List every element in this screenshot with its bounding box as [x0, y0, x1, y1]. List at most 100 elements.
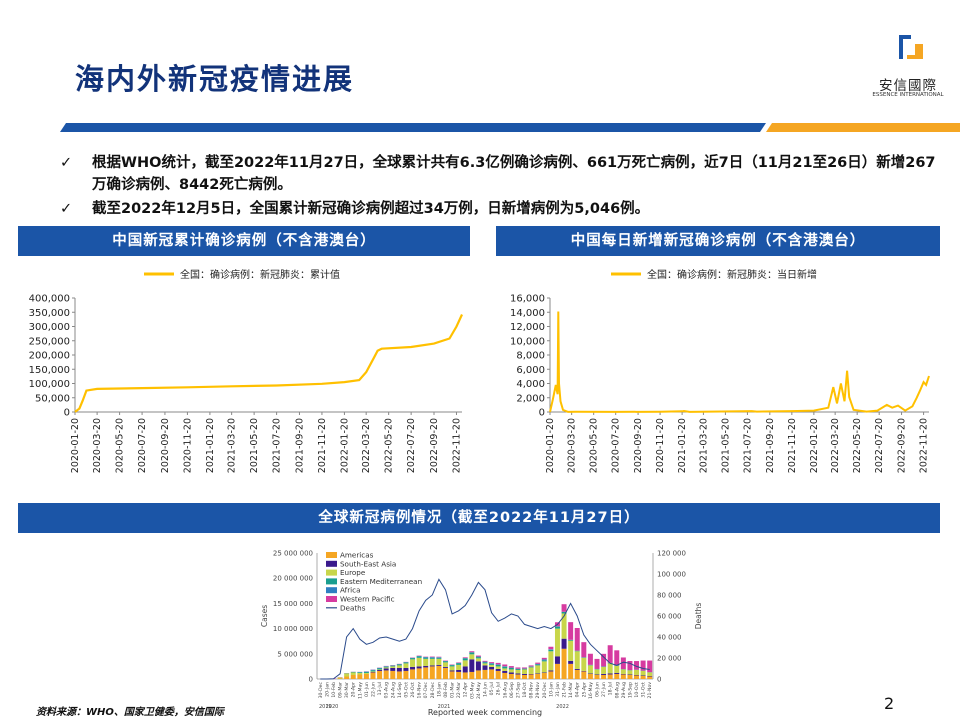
- y-tick-label: 0: [64, 408, 70, 419]
- bar-segment: [620, 673, 626, 675]
- bar-segment: [370, 669, 376, 671]
- bar-segment: [363, 671, 369, 673]
- bar-segment: [410, 669, 416, 679]
- bar-segment: [495, 662, 501, 665]
- bar-segment: [548, 649, 554, 652]
- y-tick-labels: 0 50,000 100,000 150,000 200,000 250,000 300,0…: [29, 294, 75, 419]
- y-tick-label: 300,000: [29, 322, 70, 333]
- x-tick-label: 31-Jan: [555, 682, 561, 697]
- y-tick-label: 2,000: [516, 393, 545, 404]
- legend-label: Europe: [340, 568, 366, 577]
- x-tick-label: 22-Jun: [371, 682, 377, 697]
- bar-segment: [541, 661, 547, 673]
- bar-segment: [574, 668, 580, 670]
- x-tick-label: 2022-01-20: [339, 418, 350, 473]
- brand-logo-text: 安信國際: [879, 78, 937, 94]
- y2-tick-label: 40 000: [657, 634, 682, 642]
- x-tick-label: 2021-11-20: [787, 418, 798, 473]
- bar-segment: [416, 666, 422, 669]
- bar-segment: [647, 676, 653, 679]
- bar-segment: [390, 667, 396, 671]
- x-tick-label: 14-Mar: [568, 682, 574, 698]
- summary-bullets: ✓ 根据WHO统计，截至2022年11月27日，全球累计共有6.3亿例确诊病例、…: [60, 152, 940, 220]
- x-tick-label: 2022-05-20: [384, 418, 395, 473]
- x-tick-label: 2020-01-20: [545, 418, 556, 473]
- bar-segment: [508, 672, 514, 674]
- source-note: 资料来源：WHO、国家卫健委，安信国际: [36, 707, 224, 718]
- bar-segment: [469, 659, 475, 672]
- x-tick-label: 04-Apr: [575, 682, 581, 697]
- bar-segment: [416, 657, 422, 667]
- bar-segment: [561, 611, 567, 614]
- bar-segment: [489, 666, 495, 670]
- chart-legend: 全国：确诊病例：新冠肺炎：累计值: [144, 268, 340, 281]
- bullet-text: 截至2022年12月5日，全国累计新冠确诊病例超过34万例，日新增病例为5,04…: [92, 201, 650, 217]
- bar-segment: [429, 666, 435, 679]
- legend-swatch: [326, 596, 337, 602]
- x-tick-label: 29-Aug: [621, 682, 627, 698]
- global-cases-chart: 0 5 000 000 10 000 000 15 000 000 20 000 000…: [260, 550, 703, 718]
- x-tick-label: 2021-09-20: [765, 418, 776, 473]
- bar-segment: [337, 678, 343, 679]
- bar-segment: [475, 656, 481, 658]
- x-tick-label: 03-Aug: [384, 682, 390, 698]
- y-tick-label: 6,000: [516, 365, 545, 376]
- bar-segment: [423, 667, 429, 679]
- bar-segment: [568, 639, 574, 641]
- bar-segment: [403, 662, 409, 664]
- bar-segment: [508, 669, 514, 673]
- legend-swatch: [326, 560, 337, 567]
- bar-segment: [620, 669, 626, 674]
- bar-segment: [522, 673, 528, 675]
- bar-segment: [548, 646, 554, 650]
- y-tick-label: 250,000: [29, 336, 70, 347]
- page-number: 2: [884, 694, 895, 713]
- x-tick-label: 2021-03-20: [698, 418, 709, 473]
- bar-segment: [535, 663, 541, 665]
- bar-segment: [495, 666, 501, 669]
- x-tick-label: 26-Oct: [410, 682, 416, 698]
- x-tick-label: 2020-07-20: [137, 418, 148, 473]
- y-tick-label: 0: [539, 408, 545, 419]
- bar-segment: [634, 669, 640, 675]
- y-axis-title: Cases: [260, 605, 269, 627]
- x-tick-label: 2021-01-20: [677, 418, 688, 473]
- x-tick-label: 16-Nov: [417, 682, 423, 699]
- legend-swatch: [326, 552, 337, 558]
- bar-segment: [502, 664, 508, 667]
- bar-segment: [436, 656, 442, 658]
- bar-segment: [561, 648, 567, 679]
- bar-segment: [574, 650, 580, 652]
- bar-segment: [469, 652, 475, 655]
- bar-segment: [607, 673, 613, 675]
- x-tick-label: 21-Nov: [647, 682, 653, 699]
- bar-segment: [396, 667, 402, 672]
- bar-segment: [548, 671, 554, 679]
- x-tick-label: 2022-03-20: [361, 418, 372, 473]
- x-axis-title: Reported week commencing: [428, 708, 542, 717]
- x-tick-label: 2020-03-20: [567, 418, 578, 473]
- x-tick-label: 08-Aug: [614, 682, 620, 698]
- bar-segment: [640, 675, 646, 679]
- bar-segment: [581, 671, 587, 679]
- bar-segment: [528, 665, 534, 667]
- y-tick-label: 10,000: [510, 336, 545, 347]
- bar-segment: [436, 658, 442, 665]
- y2-axis-title: Deaths: [694, 603, 703, 630]
- bar-segment: [456, 662, 462, 663]
- bar-segment: [390, 666, 396, 668]
- bar-segment: [528, 666, 534, 668]
- y2-tick-label: 100 000: [657, 571, 686, 579]
- bar-segment: [647, 660, 653, 673]
- y-tick-label: 200,000: [29, 351, 70, 362]
- y-tick-label: 16,000: [510, 294, 545, 305]
- bar-segment: [449, 671, 455, 679]
- bar-segment: [489, 662, 495, 664]
- daily-line: [549, 311, 930, 413]
- legend-label: 全国：确诊病例：新冠肺炎：累计值: [180, 268, 340, 281]
- bar-segment: [581, 642, 587, 658]
- x-tick-label: 2020-09-20: [633, 418, 644, 473]
- bar-segment: [620, 674, 626, 679]
- bar-segment: [554, 663, 560, 679]
- bar-segment: [647, 675, 653, 677]
